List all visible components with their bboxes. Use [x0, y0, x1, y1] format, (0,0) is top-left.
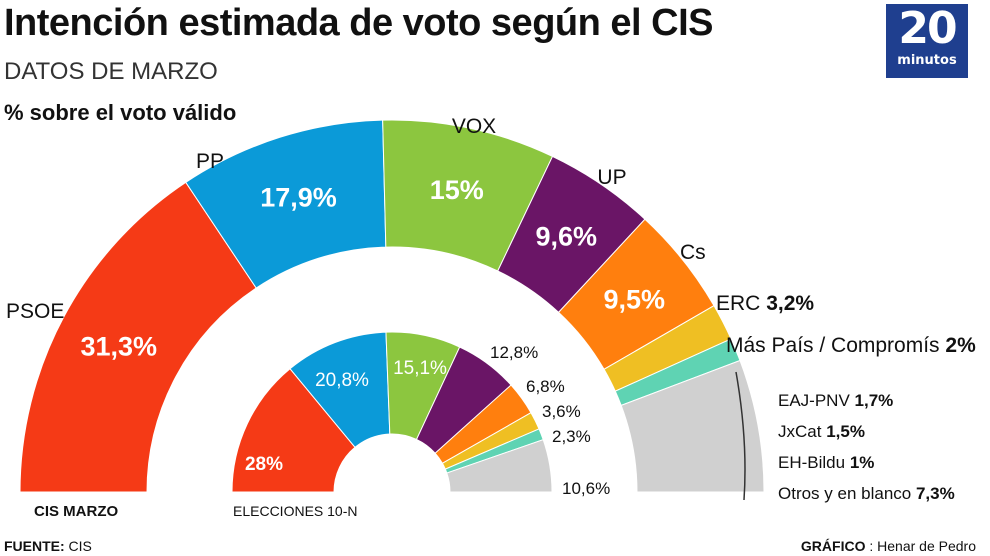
cis-marzo-label-erc: ERC 3,2% — [716, 292, 814, 315]
elecciones-value-cs: 6,8% — [526, 377, 565, 396]
cis-marzo-label-mas-pais: Más País / Compromís 2% — [726, 334, 976, 357]
elecciones-value-psoe: 28% — [245, 454, 283, 475]
credit-value: : Henar de Pedro — [865, 538, 976, 554]
others-breakdown-otros-y-en-blanco-value: 7,3% — [916, 484, 955, 503]
others-bracket — [735, 371, 746, 501]
cis-marzo-party-psoe: PSOE — [6, 300, 64, 323]
source-note: FUENTE: CIS — [4, 538, 92, 554]
credit-note: GRÁFICO : Henar de Pedro — [801, 538, 976, 554]
others-breakdown-jxcat-name: JxCat — [778, 422, 826, 441]
cis-marzo-value-vox: 15% — [430, 175, 484, 205]
elecciones-caption: ELECCIONES 10-N — [233, 503, 357, 519]
brand-logo: 20 minutos — [886, 4, 968, 78]
elecciones-value-erc: 3,6% — [542, 402, 581, 421]
credit-label: GRÁFICO — [800, 538, 866, 554]
elecciones-value-otros: 10,6% — [562, 479, 610, 498]
logo-word: minutos — [897, 53, 957, 68]
logo-number: 20 — [898, 3, 957, 54]
chart-subtitle: DATOS DE MARZO — [4, 58, 218, 85]
cis-marzo-value-cs: 9,5% — [603, 285, 665, 315]
cis-marzo-label-erc-name: ERC — [716, 292, 766, 315]
cis-marzo-party-cs: Cs — [680, 241, 706, 264]
cis-marzo-label-mas-pais-value: 2% — [945, 334, 976, 357]
cis-marzo-value-up: 9,6% — [535, 222, 597, 252]
others-breakdown-eaj-pnv-value: 1,7% — [855, 391, 894, 410]
elecciones-value-vox: 15,1% — [393, 358, 447, 379]
elecciones-value-up: 12,8% — [490, 343, 538, 362]
others-breakdown-jxcat-value: 1,5% — [826, 422, 865, 441]
cis-marzo-slice-otros — [620, 359, 765, 493]
chart-title: Intención estimada de voto según el CIS — [4, 2, 713, 44]
source-label: FUENTE: — [4, 538, 65, 554]
cis-marzo-value-psoe: 31,3% — [80, 332, 157, 362]
others-breakdown-eh-bildu-name: EH-Bildu — [778, 453, 850, 472]
others-breakdown-eaj-pnv: EAJ-PNV 1,7% — [778, 391, 893, 410]
elecciones-slice-psoe — [231, 368, 356, 493]
cis-marzo-label-mas-pais-name: Más País / Compromís — [726, 334, 945, 357]
cis-marzo-caption: CIS MARZO — [34, 503, 118, 520]
elecciones-slice-otros — [446, 439, 553, 493]
others-breakdown-otros-y-en-blanco-name: Otros y en blanco — [778, 484, 916, 503]
cis-marzo-value-pp: 17,9% — [260, 182, 337, 212]
source-value: CIS — [64, 538, 92, 554]
others-breakdown-eh-bildu-value: 1% — [850, 453, 875, 472]
cis-marzo-party-pp: PP — [196, 150, 224, 173]
cis-marzo-party-up: UP — [597, 166, 626, 189]
others-breakdown-otros-y-en-blanco: Otros y en blanco 7,3% — [778, 484, 955, 503]
unit-label: % sobre el voto válido — [4, 100, 237, 125]
cis-marzo-party-vox: VOX — [452, 115, 496, 138]
elecciones-value-mas-pais-compromis: 2,3% — [552, 427, 591, 446]
elecciones-value-pp: 20,8% — [315, 370, 369, 391]
others-breakdown-jxcat: JxCat 1,5% — [778, 422, 865, 441]
others-breakdown-eh-bildu: EH-Bildu 1% — [778, 453, 874, 472]
others-breakdown-eaj-pnv-name: EAJ-PNV — [778, 391, 855, 410]
cis-marzo-label-erc-value: 3,2% — [766, 292, 814, 315]
